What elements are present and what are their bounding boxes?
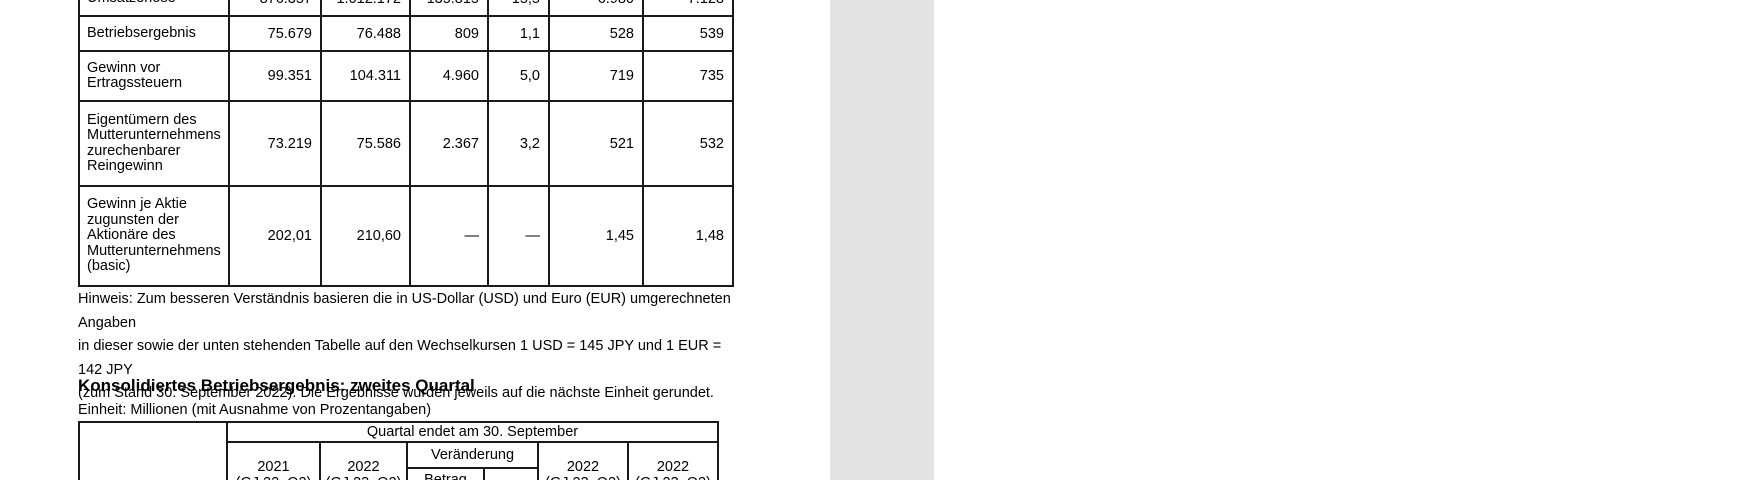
value-cell: 539 [642, 15, 734, 52]
value-cell: 719 [548, 50, 644, 102]
value-cell: 73.219 [228, 100, 322, 187]
value-cell: 532 [642, 100, 734, 187]
page-divider [830, 0, 934, 480]
value-cell: 6.980 [548, 0, 644, 17]
column-header-2022-usd: 2022 (GJ 23, Q2) [537, 441, 629, 480]
value-cell: 135.815 [409, 0, 489, 17]
value-cell: 521 [548, 100, 644, 187]
value-cell: — [487, 185, 550, 287]
table-row: Betriebsergebnis 75.679 76.488 809 1,1 5… [78, 15, 734, 52]
table-row: Gewinn vor Ertragssteuern 99.351 104.311… [78, 50, 734, 102]
value-cell: 210,60 [320, 185, 411, 287]
value-cell: 75.586 [320, 100, 411, 187]
left-page: Umsatzerlöse 876.357 1.012.172 135.815 1… [0, 0, 830, 480]
column-header-2022-eur: 2022 (GJ 23, Q2) [627, 441, 719, 480]
value-cell: 202,01 [228, 185, 322, 287]
value-cell: — [409, 185, 489, 287]
column-header-amount: Betrag [406, 467, 485, 480]
row-label: Umsatzerlöse [78, 0, 230, 17]
value-cell: 1,48 [642, 185, 734, 287]
value-cell: 1.012.172 [320, 0, 411, 17]
value-cell: 2.367 [409, 100, 489, 187]
column-header-2021: 2021 (GJ 22, Q2) [226, 441, 321, 480]
value-cell: 876.357 [228, 0, 322, 17]
second-quarter-table: Quartal endet am 30. September 2021 (GJ … [78, 421, 719, 480]
span-header-cell: Quartal endet am 30. September [226, 421, 719, 443]
right-page: GJ 2022 Umsatzerlöse 1.838.938 2.000.000… [934, 0, 1759, 480]
corner-cell [78, 421, 228, 480]
table-row: Eigentümern des Mutterunternehmens zurec… [78, 100, 734, 187]
table-header-row: 2021 (GJ 22, Q2) 2022 (GJ 23, Q2) Veränd… [79, 441, 719, 480]
row-label: Gewinn je Aktie zugunsten der Aktionäre … [78, 185, 230, 287]
row-label: Eigentümern des Mutterunternehmens zurec… [78, 100, 230, 187]
value-cell: 15,5 [487, 0, 550, 17]
value-cell: 104.311 [320, 50, 411, 102]
table-row: Umsatzerlöse 876.357 1.012.172 135.815 1… [78, 0, 734, 17]
value-cell: 99.351 [228, 50, 322, 102]
column-header-change: Veränderung [406, 441, 539, 469]
unit-note: Einheit: Millionen (mit Ausnahme von Pro… [78, 402, 432, 418]
value-cell: 4.960 [409, 50, 489, 102]
value-cell: 1,1 [487, 15, 550, 52]
value-cell: 75.679 [228, 15, 322, 52]
value-cell: 76.488 [320, 15, 411, 52]
exchange-rate-note: Hinweis: Zum besseren Verständnis basier… [78, 291, 731, 401]
value-cell: 1,45 [548, 185, 644, 287]
table-row: Gewinn je Aktie zugunsten der Aktionäre … [78, 185, 734, 287]
value-cell: 735 [642, 50, 734, 102]
value-cell: 5,0 [487, 50, 550, 102]
section-title: Konsolidiertes Betriebsergebnis: zweites… [78, 376, 475, 395]
value-cell: 809 [409, 15, 489, 52]
table-header-row: Betrag [79, 467, 718, 480]
row-label: Betriebsergebnis [78, 15, 230, 52]
column-header-2022: 2022 (GJ 23, Q2) [319, 441, 408, 480]
row-label: Gewinn vor Ertragssteuern [78, 50, 230, 102]
first-half-results-table: Umsatzerlöse 876.357 1.012.172 135.815 1… [78, 0, 734, 287]
value-cell: 528 [548, 15, 644, 52]
table-header-row: Quartal endet am 30. September [78, 421, 719, 480]
column-header-percent [483, 467, 539, 480]
value-cell: 7.128 [642, 0, 734, 17]
value-cell: 3,2 [487, 100, 550, 187]
